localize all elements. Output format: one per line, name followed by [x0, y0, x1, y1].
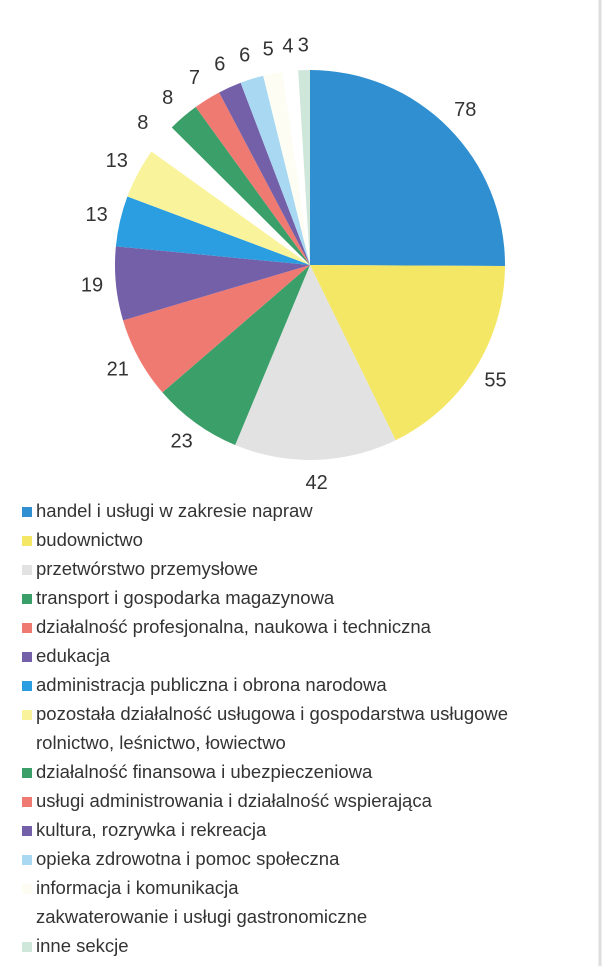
legend-label: rolnictwo, leśnictwo, łowiectwo	[36, 732, 286, 753]
legend-label: budownictwo	[36, 529, 143, 550]
legend-label: pozostała działalność usługowa i gospoda…	[36, 703, 508, 724]
data-label: 21	[107, 358, 129, 380]
legend-swatch	[22, 768, 32, 778]
pie-slice	[115, 196, 310, 265]
legend-label: handel i usługi w zakresie napraw	[36, 500, 313, 521]
legend-label: zakwaterowanie i usługi gastronomiczne	[36, 906, 367, 927]
legend-swatch	[22, 507, 32, 517]
pie-slice	[162, 265, 310, 446]
legend-swatch	[22, 739, 32, 749]
legend-swatch	[22, 710, 32, 720]
legend-label: inne sekcje	[36, 935, 129, 956]
data-label: 3	[298, 34, 309, 56]
legend-label: opieka zdrowotna i pomoc społeczna	[36, 848, 340, 869]
data-label: 19	[81, 274, 103, 296]
legend-swatch	[22, 855, 32, 865]
legend-swatch	[22, 942, 32, 952]
data-label: 78	[454, 99, 476, 121]
legend-swatch	[22, 594, 32, 604]
data-label: 4	[282, 35, 293, 57]
legend-label: działalność profesjonalna, naukowa i tec…	[36, 616, 432, 637]
legend-swatch	[22, 884, 32, 894]
pie-slice	[127, 151, 310, 265]
data-label: 6	[214, 54, 225, 76]
legend-swatch	[22, 826, 32, 836]
pie-slice	[219, 82, 310, 265]
data-label: 8	[137, 112, 148, 134]
legend-swatch	[22, 913, 32, 923]
legend-label: przetwórstwo przemysłowe	[36, 558, 258, 579]
legend-label: informacja i komunikacja	[36, 877, 239, 898]
data-label: 55	[484, 370, 506, 392]
data-label: 5	[263, 38, 274, 60]
data-label: 23	[171, 431, 193, 453]
legend-swatch	[22, 565, 32, 575]
legend-label: usługi administrowania i działalność wsp…	[36, 790, 433, 811]
pie-slice	[115, 246, 310, 321]
data-label: 42	[306, 472, 328, 494]
pie-slice	[310, 265, 505, 441]
legend-swatch	[22, 536, 32, 546]
legend-swatch	[22, 652, 32, 662]
data-label: 13	[86, 204, 108, 226]
data-label: 6	[239, 44, 250, 66]
pie-slice	[240, 75, 310, 265]
pie-slice	[171, 107, 310, 266]
data-label: 7	[189, 67, 200, 89]
legend-label: transport i gospodarka magazynowa	[36, 587, 335, 608]
pie-slice	[263, 71, 310, 265]
legend-label: edukacja	[36, 645, 111, 666]
pie-slice	[310, 70, 506, 266]
legend-swatch	[22, 623, 32, 633]
legend-label: działalność finansowa i ubezpieczeniowa	[36, 761, 373, 782]
legend-swatch	[22, 797, 32, 807]
pie-slice	[282, 70, 310, 265]
legend-swatch	[22, 681, 32, 691]
pie-slice	[298, 70, 310, 265]
pie-slice	[235, 265, 396, 460]
legend-label: administracja publiczna i obrona narodow…	[36, 674, 387, 695]
pie-slice	[195, 92, 310, 266]
data-label: 8	[162, 87, 173, 109]
legend-label: kultura, rozrywka i rekreacja	[36, 819, 267, 840]
pie-slice	[123, 265, 311, 393]
data-label: 13	[106, 150, 128, 172]
pie-slice	[151, 127, 310, 265]
